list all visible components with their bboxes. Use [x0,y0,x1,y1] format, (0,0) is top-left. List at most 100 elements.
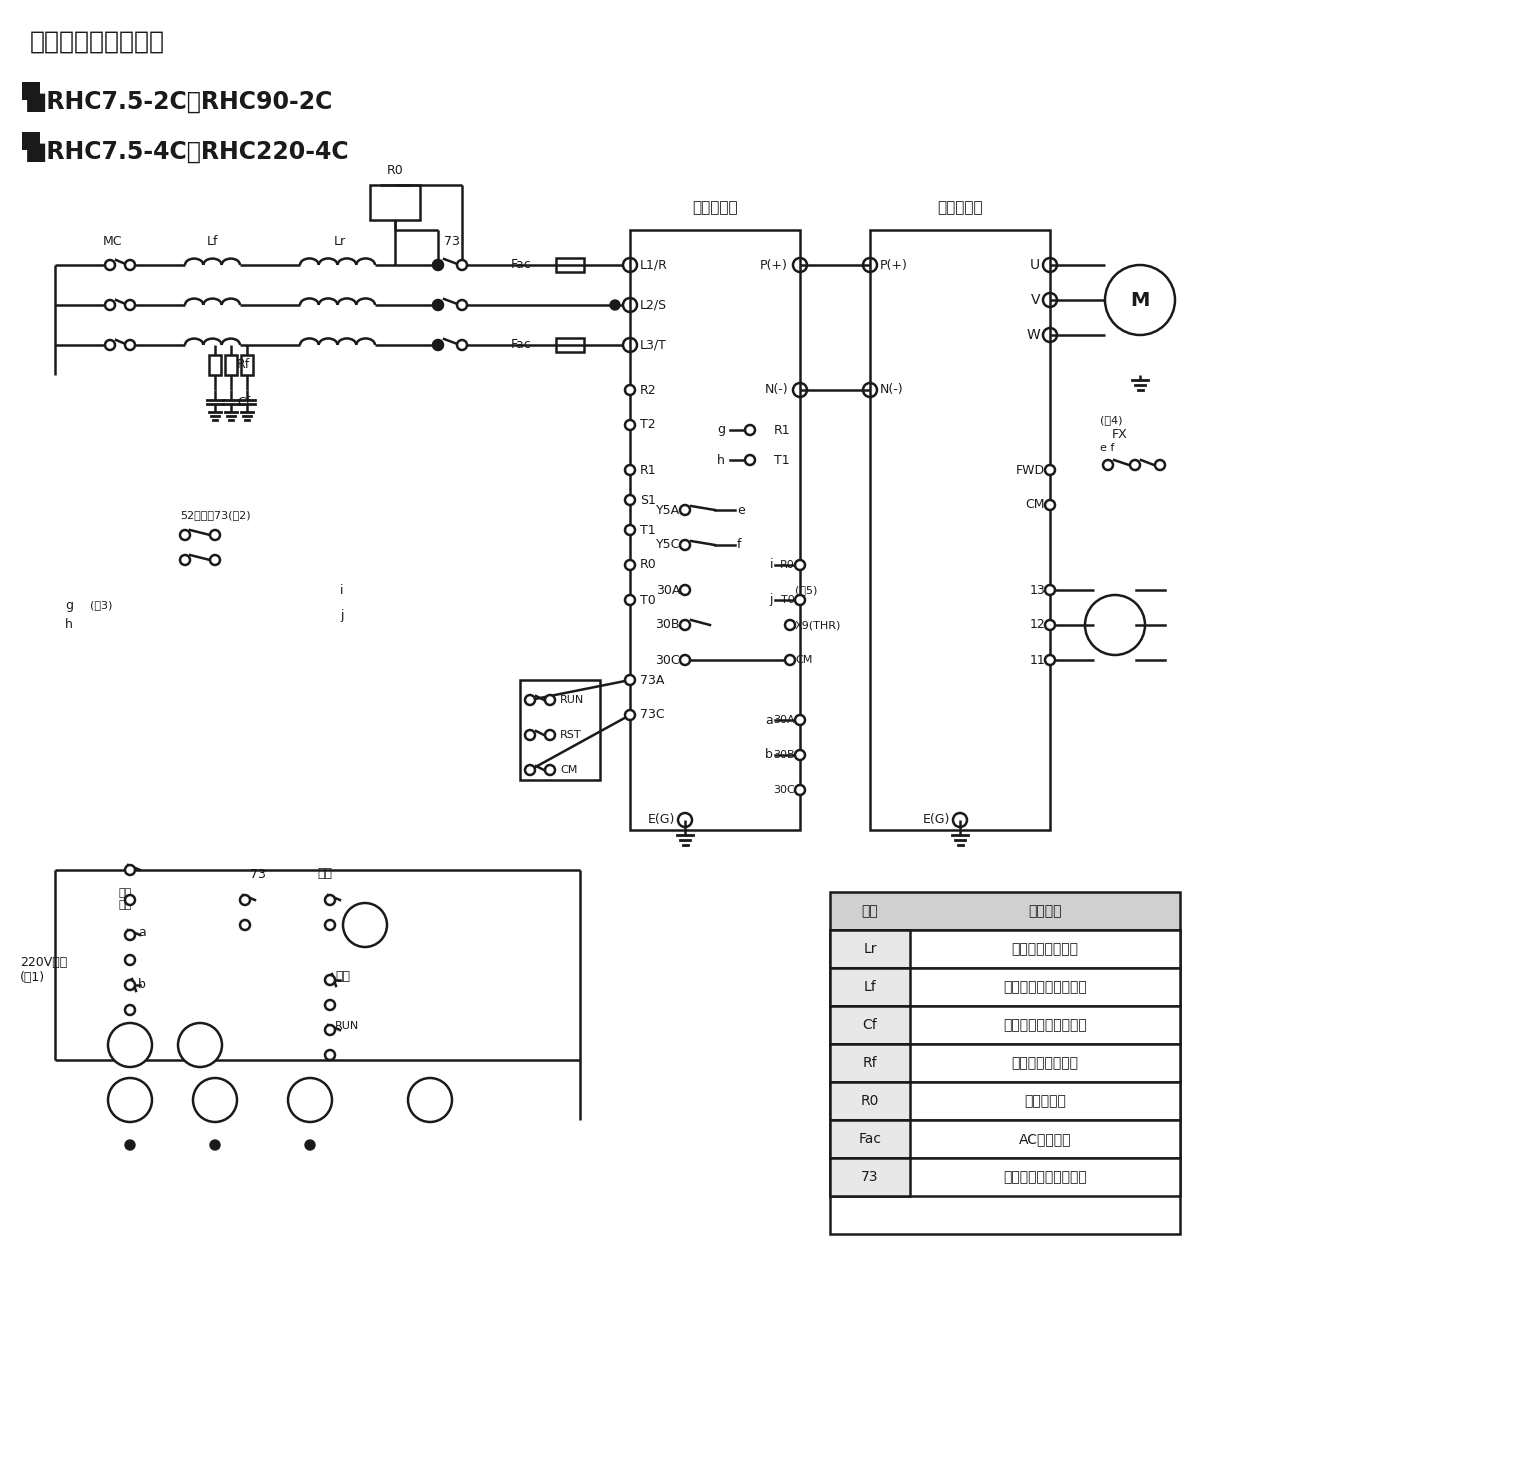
Circle shape [124,955,135,966]
Bar [829,1120,1179,1158]
Text: Cf: Cf [236,396,250,409]
Bar [829,892,1179,930]
Text: 73C: 73C [640,708,664,721]
Text: Fac: Fac [858,1132,881,1147]
Circle shape [240,920,250,930]
Bar [829,930,1179,969]
Circle shape [1045,620,1055,630]
Text: 220V以下
(注1): 220V以下 (注1) [20,955,67,983]
Text: コンバータ: コンバータ [693,200,738,215]
Text: Rf: Rf [863,1055,878,1070]
Text: 停止: 停止 [335,970,350,982]
Text: MC: MC [102,236,121,247]
Circle shape [105,261,115,269]
Text: RUN: RUN [200,1094,230,1107]
Text: RUN: RUN [559,695,584,705]
Text: S1: S1 [640,493,656,506]
Bar [829,1005,910,1044]
Circle shape [744,425,755,436]
Circle shape [794,785,805,795]
Text: 73: 73 [250,868,265,882]
Text: E(G): E(G) [923,814,951,826]
Text: FX: FX [358,919,373,932]
Text: Lr: Lr [863,942,876,955]
Text: FX: FX [302,1094,318,1107]
Text: CM: CM [559,765,578,774]
Circle shape [124,866,135,874]
Circle shape [324,1025,335,1035]
Circle shape [108,1078,152,1122]
Text: T0: T0 [640,593,656,606]
Circle shape [177,1023,221,1067]
Circle shape [434,261,443,269]
Circle shape [124,1139,135,1150]
Circle shape [544,695,555,705]
Text: 昇圧用リアクトル: 昇圧用リアクトル [1011,942,1078,955]
Text: Y5C: Y5C [655,539,681,552]
Text: 30A: 30A [773,715,794,726]
Circle shape [324,999,335,1010]
Text: MC: MC [120,1039,139,1051]
Text: R0: R0 [861,1094,879,1108]
Circle shape [434,261,443,269]
Circle shape [124,261,135,269]
Bar [829,1158,1179,1195]
Text: Rf: Rf [236,359,250,371]
Text: (注4): (注4) [1101,415,1122,425]
Text: Lf: Lf [208,236,218,247]
Circle shape [625,495,635,505]
Text: L3/T: L3/T [640,339,667,352]
Circle shape [180,555,190,565]
Circle shape [324,974,335,985]
Bar [829,1082,910,1120]
Circle shape [434,340,443,350]
Text: 30B: 30B [773,751,794,760]
Circle shape [305,1139,315,1150]
Circle shape [124,980,135,991]
Text: a: a [766,714,773,727]
Bar [829,1120,910,1158]
Circle shape [434,300,443,311]
Text: R1: R1 [773,424,790,437]
Text: b: b [138,979,146,992]
Bar [370,185,420,219]
Bar [829,1044,910,1082]
Circle shape [211,530,220,540]
Circle shape [785,620,794,630]
Text: 52または73(注2): 52または73(注2) [180,509,250,520]
Text: (注5): (注5) [794,584,817,595]
Text: E(G): E(G) [647,814,675,826]
Text: b: b [766,748,773,761]
Circle shape [343,902,387,946]
Text: T1: T1 [640,524,655,536]
Circle shape [324,1050,335,1060]
Text: Y5A: Y5A [656,503,681,517]
Circle shape [744,455,755,465]
Circle shape [1045,584,1055,595]
Text: RST: RST [559,730,582,740]
Circle shape [681,505,690,515]
Bar [556,339,584,352]
Circle shape [1045,500,1055,509]
Circle shape [456,300,467,311]
Circle shape [124,340,135,350]
Bar [829,1082,1179,1120]
Circle shape [1045,465,1055,475]
Text: ■RHC7.5-4C〜RHC220-4C: ■RHC7.5-4C〜RHC220-4C [24,140,350,163]
Circle shape [211,1139,220,1150]
Text: L1/R: L1/R [640,259,669,271]
Bar [829,930,910,969]
Text: ＜ユニットタイプ＞: ＜ユニットタイプ＞ [30,29,165,54]
Text: e: e [737,503,744,517]
Circle shape [794,595,805,605]
Circle shape [105,340,115,350]
Circle shape [124,1005,135,1016]
Bar [556,258,584,272]
Text: RUN: RUN [188,1041,212,1050]
Bar [23,132,39,150]
Text: 73A: 73A [640,674,664,686]
Text: R0: R0 [387,163,403,177]
Circle shape [625,386,635,394]
Circle shape [105,300,115,311]
Text: N(-): N(-) [764,384,788,396]
